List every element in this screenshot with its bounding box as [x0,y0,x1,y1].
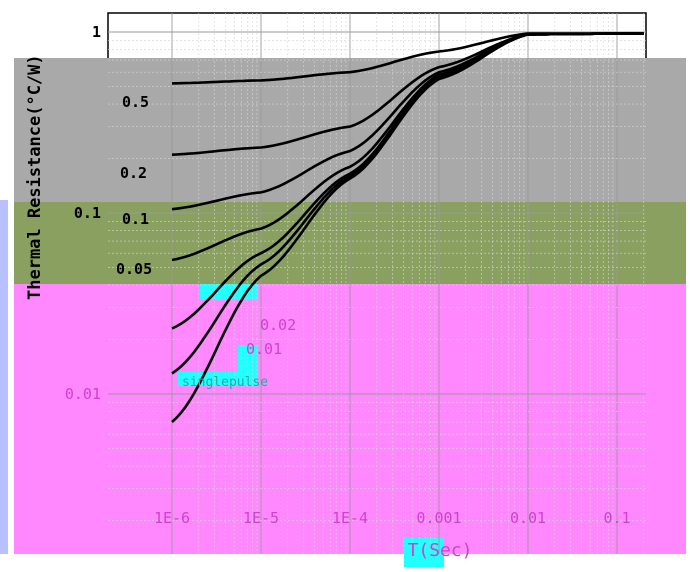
x-tick-label: 0.001 [416,509,461,527]
cyan-block-3 [178,372,238,386]
x-tick-label: 1E-6 [154,509,190,527]
series-label-0.05: 0.05 [116,260,152,278]
cyan-block-2 [238,345,258,385]
series-line-singlepulse [171,32,644,423]
x-tick-label: 1E-5 [243,509,279,527]
tick-labels: 1E-6 1E-5 1E-4 0.001 0.01 0.1 1 0.1 0.01 [65,23,631,527]
series-label-0.5: 0.5 [122,93,149,111]
white-lower-band [0,554,690,567]
series-label-singlepulse: singlepulse [182,375,268,390]
y-axis-label: Thermal Resistance(°C/W) [25,54,45,300]
series-label-0.2: 0.2 [120,164,147,182]
cyan-block-4 [404,538,444,567]
x-tick-label: 1E-4 [332,509,368,527]
series-label-0.1: 0.1 [122,210,149,228]
series-labels: 0.5 0.2 0.1 0.05 0.02 0.01 singlepulse [116,93,296,390]
blue-strip-overlay [0,200,8,567]
x-tick-label: 0.1 [603,509,630,527]
y-tick-label: 0.01 [65,385,101,403]
y-tick-label: 1 [92,23,101,41]
grid-lines [108,13,646,554]
x-tick-label: 0.01 [510,509,546,527]
x-axis-label: T(Sec) [407,540,472,561]
series-label-0.01: 0.01 [246,340,282,358]
y-tick-label: 0.1 [74,204,101,222]
series-label-0.02: 0.02 [260,316,296,334]
curve-group [171,32,644,423]
